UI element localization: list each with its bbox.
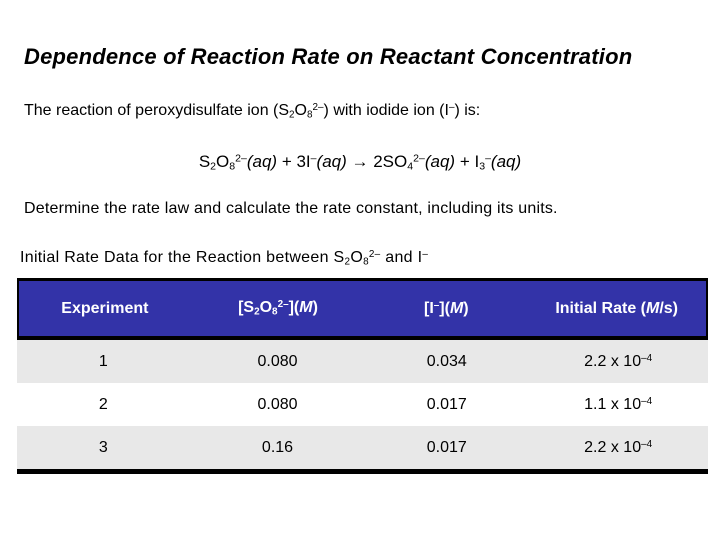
intro-paragraph: The reaction of peroxydisulfate ion (S2O… (24, 102, 481, 121)
header-cell-iodide-concentration: [I–](M) (423, 299, 469, 317)
cell-iodide-concentration: 0.034 (426, 352, 467, 370)
instruction-paragraph: Determine the rate law and calculate the… (24, 200, 558, 217)
initial-rate-data-table: Experiment [S2O82–](M) [I–](M) Initial R… (17, 278, 708, 474)
table-caption: Initial Rate Data for the Reaction betwe… (20, 249, 429, 268)
cell-experiment: 1 (98, 352, 108, 370)
cell-experiment: 3 (98, 438, 108, 456)
table-row: 3 0.16 0.017 2.2 x 10–4 (17, 426, 708, 469)
cell-s2o8-concentration: 0.080 (257, 395, 298, 413)
cell-iodide-concentration: 0.017 (426, 438, 467, 456)
cell-initial-rate: 1.1 x 10–4 (584, 395, 653, 413)
header-cell-initial-rate: Initial Rate (M/s) (555, 299, 678, 317)
table-header-row: Experiment [S2O82–](M) [I–](M) Initial R… (17, 281, 708, 340)
reaction-equation: S2O82–(aq) + 3I–(aq) → 2SO42–(aq) + I3–(… (198, 152, 522, 173)
table-row: 2 0.080 0.017 1.1 x 10–4 (17, 383, 708, 426)
table-row: 1 0.080 0.034 2.2 x 10–4 (17, 340, 708, 383)
cell-s2o8-concentration: 0.16 (261, 438, 294, 456)
cell-initial-rate: 2.2 x 10–4 (584, 352, 653, 370)
cell-s2o8-concentration: 0.080 (257, 352, 298, 370)
header-cell-s2o8-concentration: [S2O82–](M) (238, 299, 318, 318)
cell-experiment: 2 (98, 395, 108, 413)
cell-iodide-concentration: 0.017 (426, 395, 467, 413)
slide-title: Dependence of Reaction Rate on Reactant … (24, 44, 633, 69)
cell-initial-rate: 2.2 x 10–4 (584, 438, 653, 456)
header-cell-experiment: Experiment (61, 299, 149, 317)
